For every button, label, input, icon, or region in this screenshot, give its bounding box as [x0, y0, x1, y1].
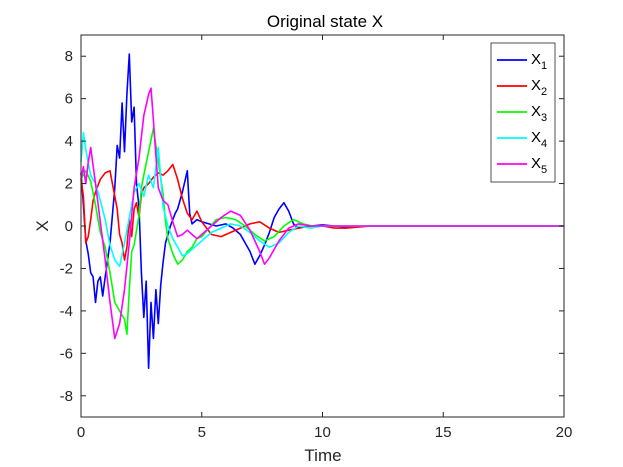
x-tick-label: 15 — [435, 424, 452, 441]
x-axis-label: Time — [304, 446, 341, 465]
y-tick-label: -2 — [60, 260, 73, 277]
y-tick-label: -6 — [60, 345, 73, 362]
series-line-x5 — [80, 87, 564, 340]
y-axis-label: X — [33, 220, 52, 231]
series-layer — [80, 53, 564, 370]
x-tick-label: 0 — [77, 424, 85, 441]
x-tick-label: 20 — [556, 424, 573, 441]
y-tick-label: 0 — [65, 218, 73, 235]
y-tick-label: -8 — [60, 388, 73, 405]
y-tick-label: 6 — [65, 91, 73, 108]
y-tick-label: -4 — [60, 303, 73, 320]
y-tick-label: 4 — [65, 133, 73, 150]
y-tick-label: 8 — [65, 48, 73, 65]
series-line-x2 — [80, 163, 564, 261]
y-tick-label: 2 — [65, 176, 73, 193]
y-axis-ticks: -8 -6 -4 -2 0 2 4 6 8 — [60, 48, 564, 405]
x-axis-ticks: 0 5 10 15 20 — [77, 35, 573, 441]
chart-title: Original state X — [267, 12, 383, 31]
x-tick-label: 10 — [314, 424, 331, 441]
x-tick-label: 5 — [198, 424, 206, 441]
